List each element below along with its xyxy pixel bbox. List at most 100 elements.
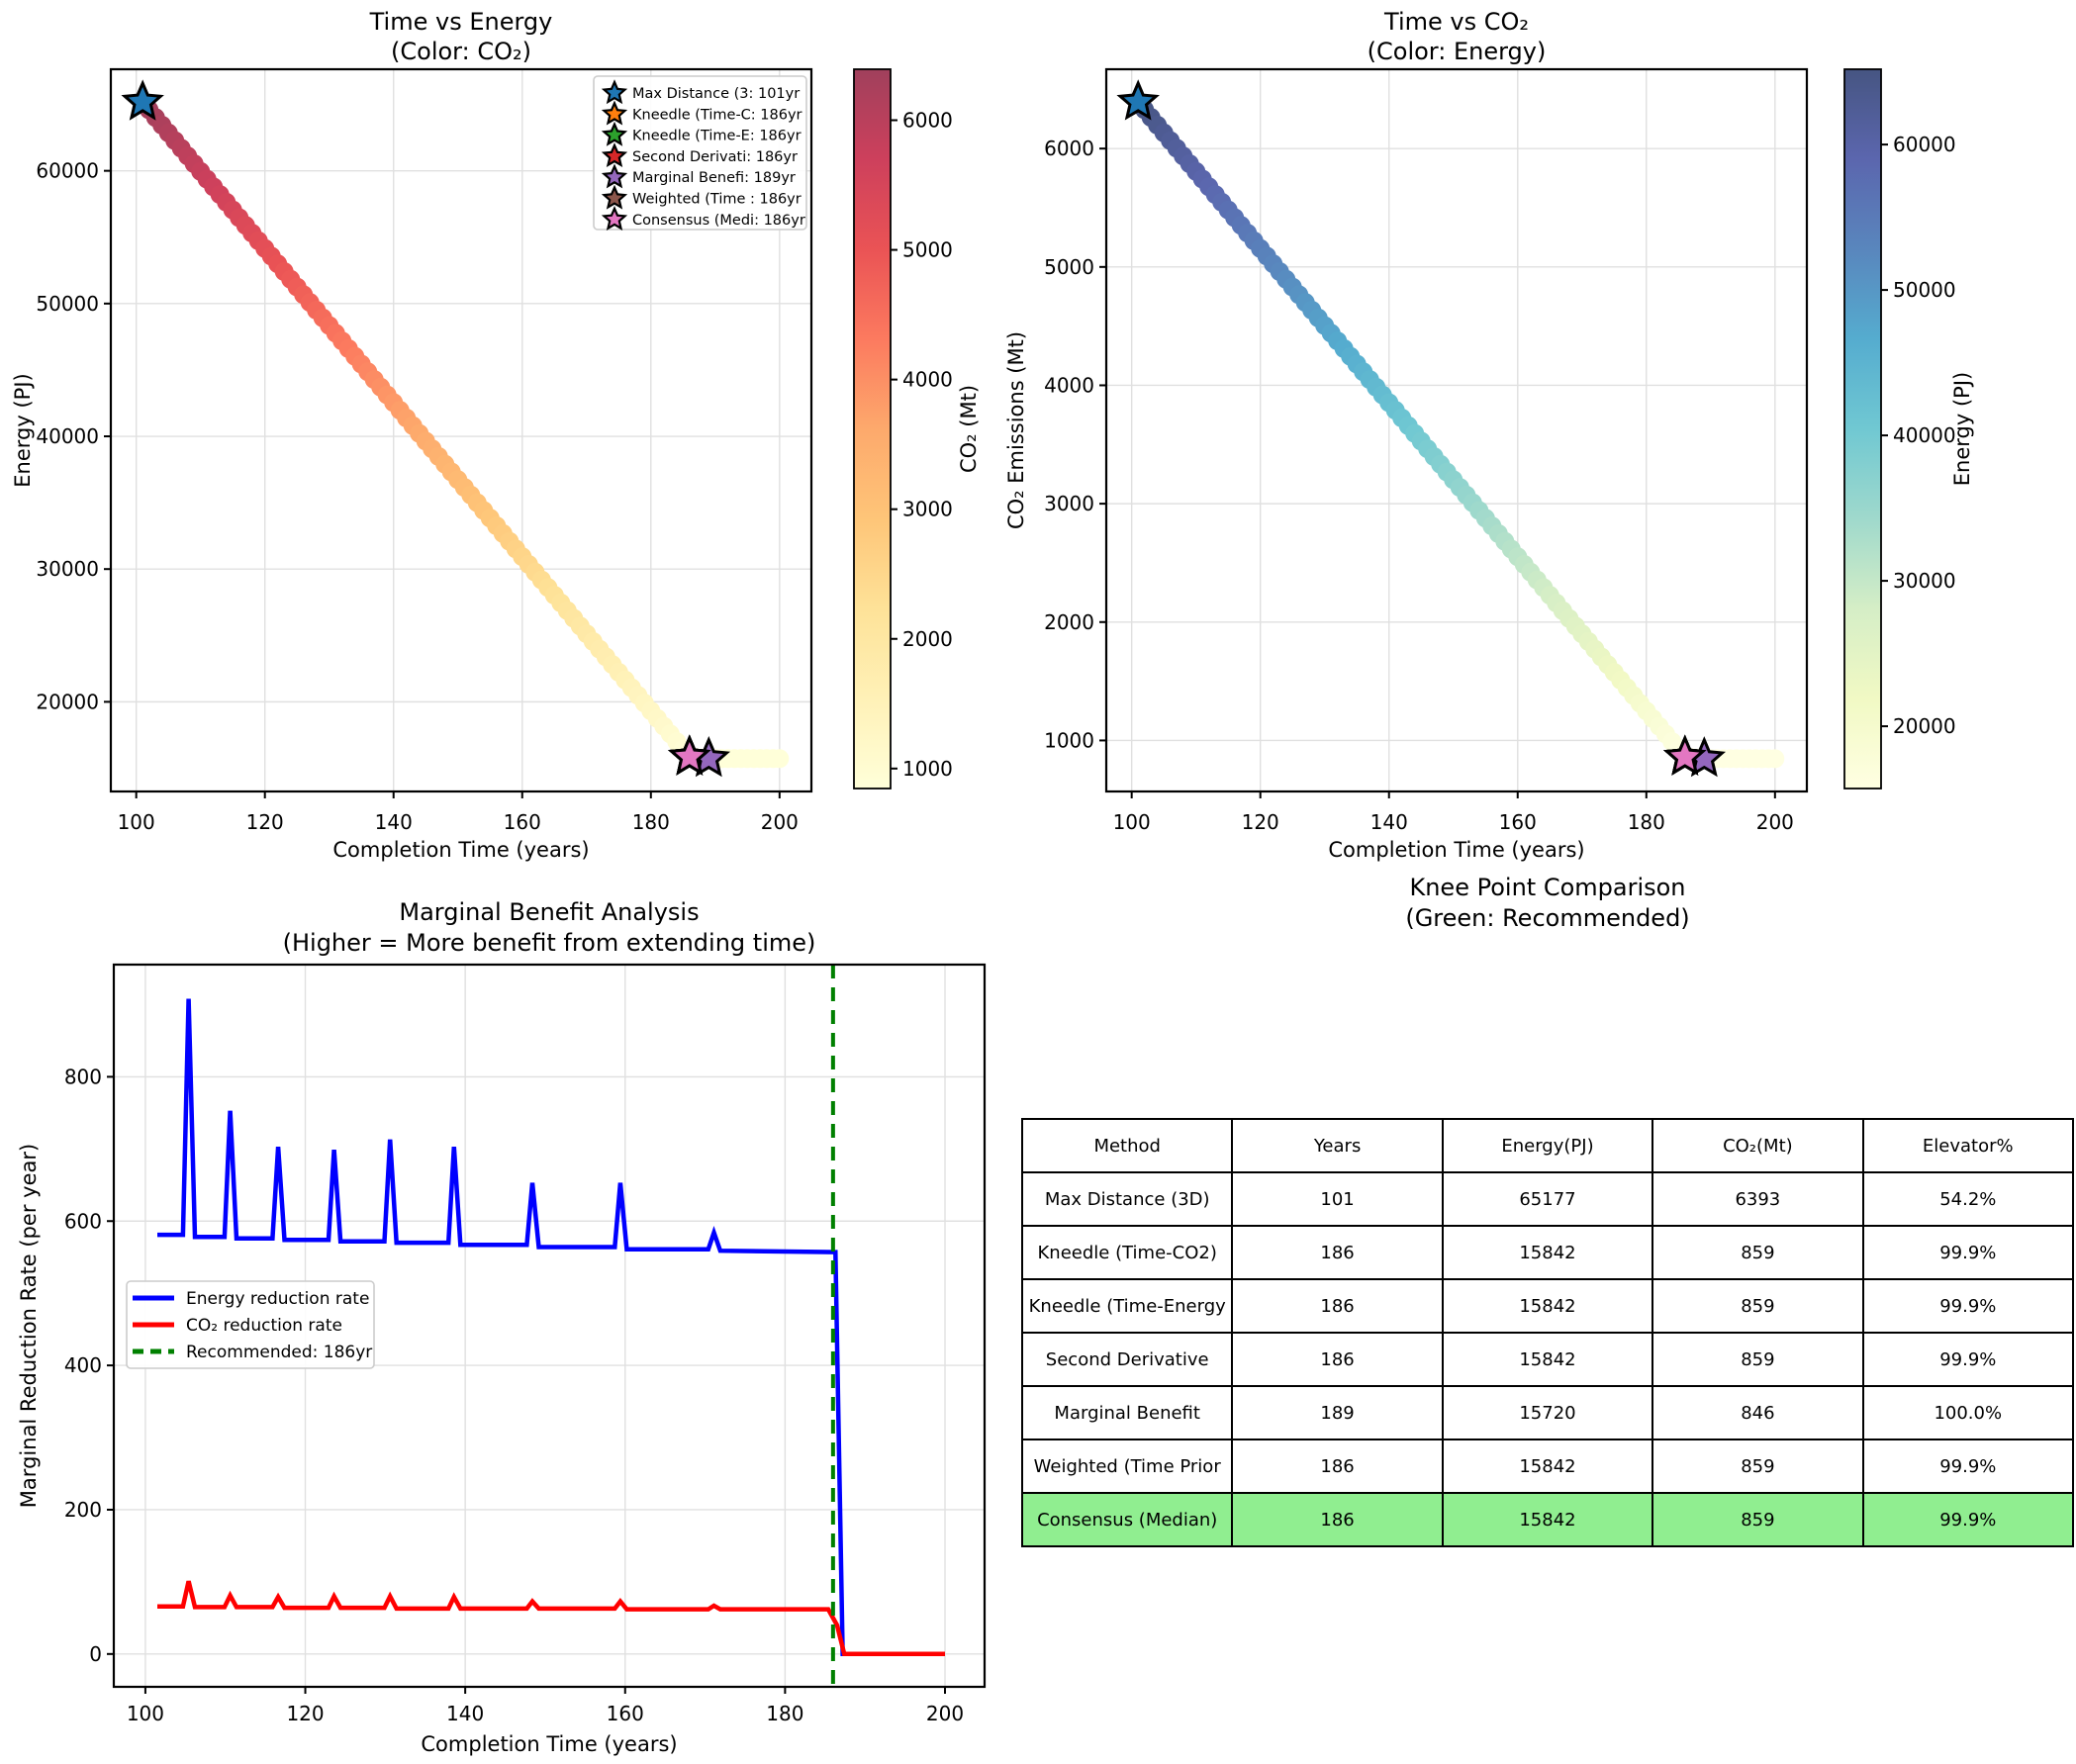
- axes-frame: [1104, 67, 1809, 793]
- colorbar-tick-label: 2000: [902, 627, 953, 651]
- x-tick-label: 120: [246, 810, 284, 834]
- table-cell: 6393: [1651, 1171, 1864, 1227]
- colorbar-tick-label: 6000: [902, 109, 953, 133]
- axes-frame: [112, 963, 987, 1689]
- table-cell: 99.9%: [1861, 1278, 2075, 1334]
- comparison-table: Method Years Energy(PJ) CO₂(Mt) Elevator% Max…: [1020, 1118, 2075, 1547]
- time-vs-co2-chart: 100 120 140 160 180 200 1000 2000 3000 4000 5000 60…: [1004, 8, 1974, 862]
- line-series: [157, 998, 945, 1657]
- table-cell: 186: [1231, 1278, 1444, 1334]
- table-cell: Second Derivative: [1020, 1332, 1234, 1387]
- table-cell: Weighted (Time Prior: [1020, 1439, 1234, 1494]
- legend-entry-label: Max Distance (3: 101yr: [632, 86, 800, 102]
- x-tick-label: 140: [1370, 810, 1408, 834]
- table-cell: 186: [1231, 1332, 1444, 1387]
- table-cell: 859: [1651, 1278, 1864, 1334]
- x-tick-label: 200: [761, 810, 799, 834]
- table-cell: 99.9%: [1861, 1439, 2075, 1494]
- y-tick-label: 6000: [1044, 137, 1094, 160]
- y-tick-label: 30000: [36, 557, 99, 581]
- table-cell: 859: [1651, 1332, 1864, 1387]
- axis-ticks: 100 120 140 160 180 200 1000 2000 3000 4000 5000 60…: [1044, 137, 1794, 834]
- legend-entry-label: Kneedle (Time-E: 186yr: [632, 129, 802, 144]
- table-header-cell: Years: [1231, 1118, 1444, 1173]
- table-cell: 846: [1651, 1385, 1864, 1440]
- x-tick-label: 200: [926, 1702, 964, 1725]
- x-tick-label: 200: [1756, 810, 1794, 834]
- x-tick-label: 100: [1113, 810, 1151, 834]
- table-cell: 100.0%: [1861, 1385, 2075, 1440]
- legend: Max Distance (3: 101yr Kneedle (Time-C: 1…: [593, 75, 807, 231]
- x-axis-label: Completion Time (years): [421, 1732, 677, 1756]
- legend-star-icon: [601, 121, 628, 146]
- table-row: Consensus (Median) 186 15842 859 99.9%: [1020, 1492, 2075, 1547]
- table-row: Weighted (Time Prior 186 15842 859 99.9%: [1020, 1439, 2075, 1494]
- table-cell: 15842: [1441, 1332, 1654, 1387]
- chart-title: Time vs Energy: [369, 8, 553, 36]
- table-cell: Marginal Benefit: [1020, 1385, 1234, 1440]
- table-row: Second Derivative 186 15842 859 99.9%: [1020, 1332, 2075, 1387]
- x-tick-label: 160: [1499, 810, 1537, 834]
- legend-entry-label: Energy reduction rate: [186, 1289, 369, 1309]
- table-cell: 54.2%: [1861, 1171, 2075, 1227]
- x-tick-label: 180: [1628, 810, 1665, 834]
- table-header-row: Method Years Energy(PJ) CO₂(Mt) Elevator%: [1020, 1118, 2075, 1173]
- table-header-cell: CO₂(Mt): [1651, 1118, 1864, 1173]
- table-row: Max Distance (3D) 101 65177 6393 54.2%: [1020, 1171, 2075, 1227]
- colorbar-tick-label: 3000: [902, 498, 953, 521]
- table-cell: 859: [1651, 1492, 1864, 1547]
- y-tick-label: 200: [64, 1498, 102, 1522]
- table-row: Kneedle (Time-CO2) 186 15842 859 99.9%: [1020, 1225, 2075, 1280]
- legend-entry-label: Second Derivati: 186yr: [632, 149, 798, 165]
- colorbar-tick-label: 40000: [1893, 423, 1956, 447]
- x-tick-label: 160: [607, 1702, 644, 1725]
- table-cell: 186: [1231, 1439, 1444, 1494]
- legend-entry-label: CO₂ reduction rate: [186, 1316, 342, 1336]
- table-cell: 186: [1231, 1492, 1444, 1547]
- colorbar-tick-label: 1000: [902, 757, 953, 781]
- table-header-cell: Method: [1020, 1118, 1234, 1173]
- table-cell: Kneedle (Time-Energy: [1020, 1278, 1234, 1334]
- knee-point-stars: [1116, 79, 1727, 778]
- table-cell: 65177: [1441, 1171, 1654, 1227]
- knee-point-comparison-panel: Knee Point Comparison (Green: Recommende…: [1020, 873, 2075, 1555]
- star-marker: [1116, 79, 1160, 121]
- y-axis-label: Marginal Reduction Rate (per year): [17, 1144, 41, 1508]
- knee-point-stars: [121, 79, 731, 778]
- y-tick-label: 2000: [1044, 610, 1094, 634]
- x-axis-label: Completion Time (years): [332, 838, 589, 862]
- x-tick-label: 100: [118, 810, 155, 834]
- scatter-series: [1128, 92, 1785, 769]
- table-row: Kneedle (Time-Energy 186 15842 859 99.9%: [1020, 1278, 2075, 1334]
- table-row: Marginal Benefit 189 15720 846 100.0%: [1020, 1385, 2075, 1440]
- colorbar-tick-label: 60000: [1893, 133, 1956, 156]
- legend-star-icon: [601, 184, 628, 210]
- legend-entry-label: Weighted (Time : 186yr: [632, 192, 802, 208]
- star-marker: [1663, 734, 1707, 776]
- x-tick-label: 180: [632, 810, 670, 834]
- table-cell: 189: [1231, 1385, 1444, 1440]
- y-tick-label: 50000: [36, 292, 99, 316]
- table-cell: 15842: [1441, 1439, 1654, 1494]
- time-vs-energy-chart: 100 120 140 160 180 200 20000 30000 40000 50000 60…: [11, 8, 981, 862]
- x-tick-label: 100: [127, 1702, 164, 1725]
- x-tick-label: 120: [1242, 810, 1279, 834]
- colorbar: [1843, 68, 1882, 789]
- chart-title: Time vs CO₂: [1383, 8, 1529, 36]
- legend-entry-label: Marginal Benefi: 189yr: [632, 170, 796, 186]
- legend-entry-label: Consensus (Medi: 186yr: [632, 213, 805, 229]
- colorbar-tick-label: 4000: [902, 368, 953, 392]
- legend-star-icon: [601, 206, 628, 231]
- axes-frame: [109, 67, 813, 793]
- star-marker: [121, 79, 164, 121]
- y-tick-label: 800: [64, 1065, 102, 1088]
- table-cell: 186: [1231, 1225, 1444, 1280]
- y-tick-label: 60000: [36, 159, 99, 183]
- legend-star-icon: [601, 142, 628, 168]
- x-axis-label: Completion Time (years): [1328, 838, 1584, 862]
- y-tick-label: 600: [64, 1209, 102, 1233]
- legend-entry-label: Kneedle (Time-C: 186yr: [632, 107, 802, 123]
- x-tick-label: 120: [286, 1702, 324, 1725]
- table-cell: 101: [1231, 1171, 1444, 1227]
